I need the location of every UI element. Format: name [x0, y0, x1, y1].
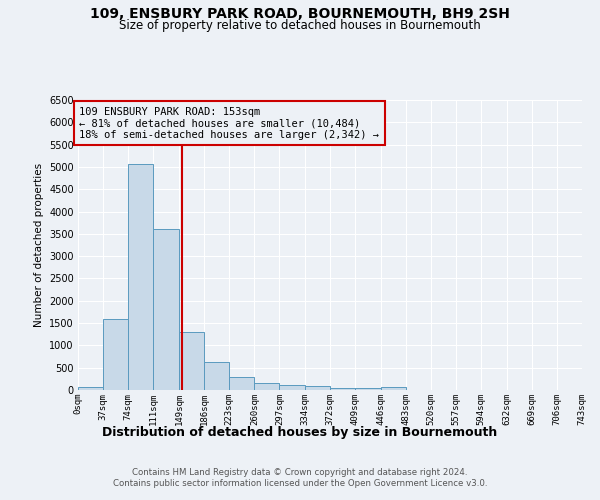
Bar: [103, 318, 128, 390]
Bar: [254, 383, 280, 390]
Bar: [331, 388, 355, 390]
Bar: [380, 388, 406, 390]
Text: 109, ENSBURY PARK ROAD, BOURNEMOUTH, BH9 2SH: 109, ENSBURY PARK ROAD, BOURNEMOUTH, BH9…: [90, 8, 510, 22]
Y-axis label: Number of detached properties: Number of detached properties: [34, 163, 44, 327]
Bar: [78, 386, 103, 390]
Bar: [179, 332, 204, 390]
Text: 109 ENSBURY PARK ROAD: 153sqm
← 81% of detached houses are smaller (10,484)
18% : 109 ENSBURY PARK ROAD: 153sqm ← 81% of d…: [79, 106, 379, 140]
Text: Distribution of detached houses by size in Bournemouth: Distribution of detached houses by size …: [103, 426, 497, 439]
Bar: [355, 388, 380, 390]
Bar: [204, 362, 229, 390]
Bar: [153, 230, 179, 390]
Bar: [280, 384, 305, 390]
Bar: [229, 376, 254, 390]
Bar: [305, 386, 331, 390]
Text: Size of property relative to detached houses in Bournemouth: Size of property relative to detached ho…: [119, 19, 481, 32]
Bar: [128, 164, 153, 390]
Text: Contains HM Land Registry data © Crown copyright and database right 2024.
Contai: Contains HM Land Registry data © Crown c…: [113, 468, 487, 487]
